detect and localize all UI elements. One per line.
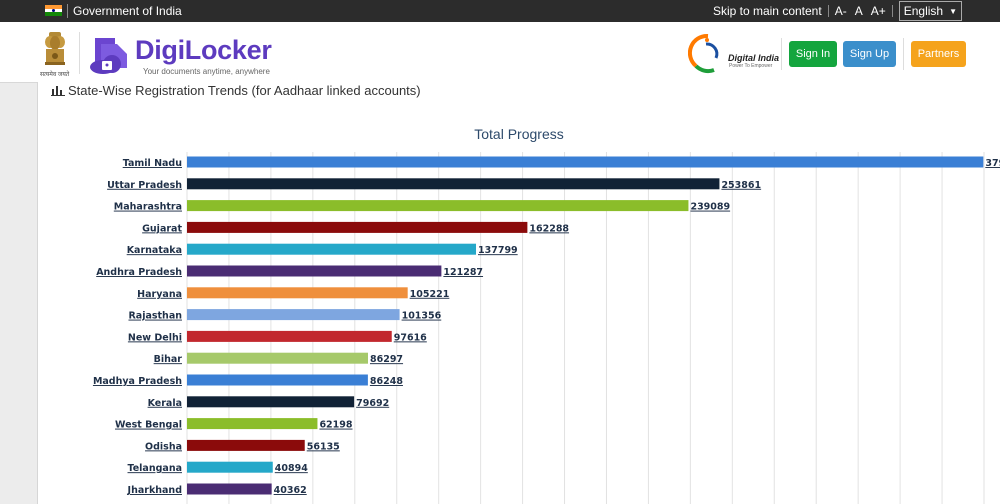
data-label: 379688 xyxy=(985,158,1000,169)
category-label: Karnataka xyxy=(127,245,182,256)
accessibility-controls: Skip to main content A- A A+ English ▼ xyxy=(707,0,962,22)
emblem-motto: सत्यमेव जयते xyxy=(40,72,70,78)
top-bar: Government of India Skip to main content… xyxy=(0,0,1000,22)
category-label: Bihar xyxy=(154,354,183,365)
government-label: Government of India xyxy=(73,4,182,18)
divider xyxy=(67,4,68,18)
data-label: 162288 xyxy=(529,223,569,234)
language-select[interactable]: English ▼ xyxy=(898,1,962,21)
category-label: Gujarat xyxy=(142,223,182,234)
category-label: Uttar Pradesh xyxy=(107,180,182,191)
language-value: English xyxy=(903,4,944,18)
data-label: 239089 xyxy=(690,202,730,213)
category-label: Rajasthan xyxy=(128,311,182,322)
category-label: Maharashtra xyxy=(114,202,182,213)
data-label: 79692 xyxy=(356,398,389,409)
data-label: 56135 xyxy=(307,441,340,452)
digital-india-logo-icon[interactable] xyxy=(688,32,778,74)
site-header: सत्यमेव जयते DigiLocker Your documents a… xyxy=(0,22,1000,83)
divider xyxy=(903,38,904,70)
bar[interactable] xyxy=(187,265,442,277)
panel-title: State-Wise Registration Trends (for Aadh… xyxy=(68,83,421,98)
bar[interactable] xyxy=(187,330,392,342)
bar[interactable] xyxy=(187,483,272,495)
category-label: Telangana xyxy=(128,463,182,474)
data-label: 86248 xyxy=(370,376,403,387)
sign-up-button[interactable]: Sign Up xyxy=(843,41,896,67)
data-label: 62198 xyxy=(319,420,352,431)
divider xyxy=(781,38,782,70)
partners-button[interactable]: Partners xyxy=(911,41,966,67)
skip-to-main-link[interactable]: Skip to main content xyxy=(712,4,822,18)
data-label: 40894 xyxy=(275,463,308,474)
divider xyxy=(79,32,80,74)
font-increase-button[interactable]: A+ xyxy=(870,4,886,18)
category-label: West Bengal xyxy=(115,420,182,431)
divider xyxy=(891,5,893,17)
data-label: 86297 xyxy=(370,354,403,365)
digilocker-logo-icon[interactable] xyxy=(87,34,133,76)
bar[interactable] xyxy=(187,439,305,451)
category-label: Andhra Pradesh xyxy=(96,267,182,278)
category-label: Kerala xyxy=(148,398,182,409)
data-label: 121287 xyxy=(443,267,483,278)
font-normal-button[interactable]: A xyxy=(854,4,863,18)
data-label: 137799 xyxy=(478,245,518,256)
data-label: 40362 xyxy=(274,485,307,496)
india-flag-icon xyxy=(45,5,62,17)
bar[interactable] xyxy=(187,287,408,299)
registration-trends-panel: State-Wise Registration Trends (for Aadh… xyxy=(37,82,1000,504)
category-label: Haryana xyxy=(137,289,182,300)
category-label: New Delhi xyxy=(128,332,182,343)
sign-in-button[interactable]: Sign In xyxy=(789,41,837,67)
data-label: 253861 xyxy=(721,180,761,191)
bar[interactable] xyxy=(187,461,273,473)
bar[interactable] xyxy=(187,309,400,321)
data-label: 97616 xyxy=(394,332,427,343)
brand-name[interactable]: DigiLocker xyxy=(135,35,272,65)
category-label: Odisha xyxy=(145,441,182,452)
national-emblem-icon xyxy=(45,32,65,65)
brand-tagline: Your documents anytime, anywhere xyxy=(143,67,270,76)
chevron-down-icon: ▼ xyxy=(949,6,957,16)
chart-title: Total Progress xyxy=(474,126,563,142)
data-label: 105221 xyxy=(410,289,450,300)
bar[interactable] xyxy=(187,396,355,408)
category-label: Madhya Pradesh xyxy=(93,376,182,387)
bar[interactable] xyxy=(187,374,368,386)
bar[interactable] xyxy=(187,243,477,255)
bar[interactable] xyxy=(187,156,984,168)
bar[interactable] xyxy=(187,352,368,364)
bar-chart-icon xyxy=(51,86,65,96)
category-label: Jharkhand xyxy=(127,485,182,496)
bar[interactable] xyxy=(187,200,689,212)
chart-bars: Tamil Nadu 379688 Uttar Pradesh 253861 Mahar… xyxy=(93,156,1000,496)
bar[interactable] xyxy=(187,418,318,430)
divider xyxy=(827,5,829,17)
digital-india-tagline: Power To Empower xyxy=(729,63,773,69)
digital-india-label: Digital India xyxy=(728,53,780,63)
bar[interactable] xyxy=(187,178,720,190)
data-label: 101356 xyxy=(402,311,442,322)
category-label: Tamil Nadu xyxy=(123,158,182,169)
bar[interactable] xyxy=(187,221,528,233)
font-decrease-button[interactable]: A- xyxy=(834,4,847,18)
total-progress-chart: Total Progress Tamil Nadu 379688 Uttar Pra… xyxy=(93,126,1000,504)
